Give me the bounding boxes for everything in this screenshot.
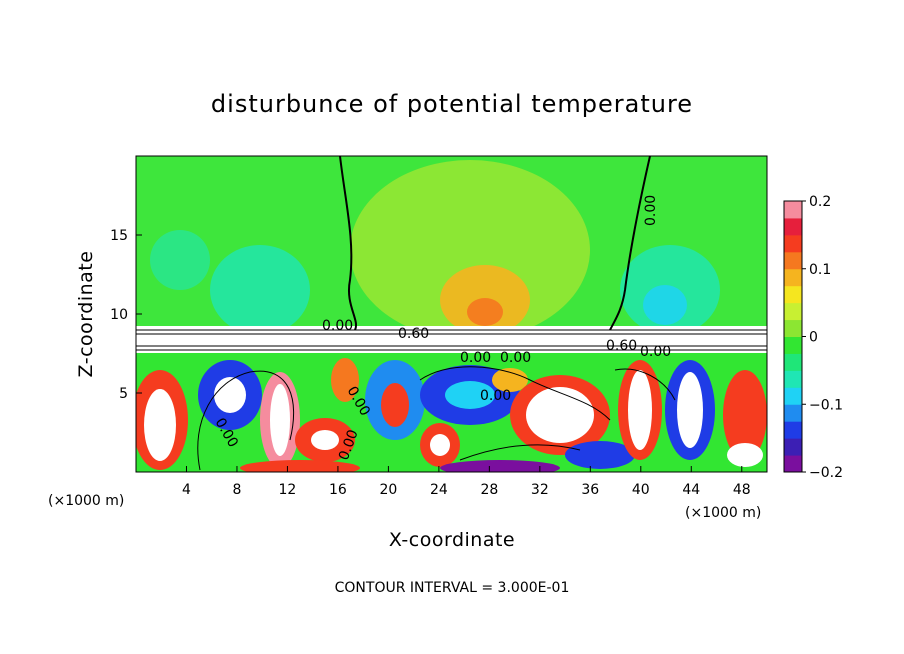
x-tick-label: 44 xyxy=(682,482,700,498)
field-cool-anomaly-far-left xyxy=(150,230,210,290)
x-tick-label: 12 xyxy=(279,482,297,498)
x-tick-label: 24 xyxy=(430,482,448,498)
colorbar-swatch xyxy=(784,353,802,371)
x-tick-label: 32 xyxy=(531,482,549,498)
colorbar-swatch xyxy=(784,336,802,354)
x-tick-label: 36 xyxy=(581,482,599,498)
tropopause-contours xyxy=(136,329,767,351)
field-warm-anomaly xyxy=(350,160,590,340)
y-axis-label: Z-coordinate xyxy=(75,251,97,378)
colorbar-swatch xyxy=(784,285,802,304)
x-axis-unit-right: (×1000 m) xyxy=(685,505,761,521)
field-lower-blobs xyxy=(136,358,767,472)
contour-label: 0.00 xyxy=(480,388,511,404)
contour-label: 0.00 xyxy=(322,318,353,334)
contour-label: 0.00 xyxy=(640,344,671,360)
colorbar-swatch xyxy=(784,438,802,456)
colorbar: 0.2 0.1 0 −0.1 −0.2 xyxy=(783,194,843,481)
colorbar-swatch xyxy=(784,201,802,219)
colorbar-tick-label: 0.1 xyxy=(809,262,831,278)
plot-area: 0.00 0.00 0.60 0.60 0.00 0.00 0.00 0.00 … xyxy=(135,155,768,473)
x-axis-unit-left: (×1000 m) xyxy=(48,493,124,509)
y-axis-ticks: 5 10 15 xyxy=(110,228,142,402)
x-tick-label: 4 xyxy=(182,482,191,498)
contour-label: 0.00 xyxy=(643,195,659,226)
colorbar-swatch xyxy=(784,370,802,388)
chart-title: disturbunce of potential temperature xyxy=(211,90,693,118)
colorbar-swatch xyxy=(784,251,802,270)
field-cool-anomaly-right-core xyxy=(643,285,687,325)
colorbar-swatch xyxy=(784,319,802,337)
field-cool-anomaly-left xyxy=(210,245,310,335)
contour-interval-footer: CONTOUR INTERVAL = 3.000E-01 xyxy=(335,580,570,596)
field-warm-peak xyxy=(467,298,503,326)
colorbar-tick-label: −0.1 xyxy=(809,397,843,413)
y-tick-label: 15 xyxy=(110,228,128,244)
colorbar-tick-label: −0.2 xyxy=(809,465,843,481)
colorbar-swatch xyxy=(784,404,802,422)
x-tick-label: 8 xyxy=(232,482,241,498)
x-tick-label: 16 xyxy=(329,482,347,498)
x-tick-label: 48 xyxy=(733,482,751,498)
contour-label: 0.60 xyxy=(606,338,637,354)
colorbar-tick-label: 0.2 xyxy=(809,194,831,210)
colorbar-swatch xyxy=(784,268,802,287)
colorbar-swatch xyxy=(784,421,802,439)
colorbar-swatch xyxy=(784,217,802,236)
x-axis-ticks: 4 8 12 16 20 24 28 32 36 40 44 48 xyxy=(182,466,751,498)
y-tick-label: 10 xyxy=(110,307,128,323)
colorbar-swatch xyxy=(784,455,802,473)
x-tick-label: 40 xyxy=(632,482,650,498)
colorbar-swatch xyxy=(784,387,802,405)
thin-contours xyxy=(197,366,676,471)
x-tick-label: 20 xyxy=(379,482,397,498)
y-tick-label: 5 xyxy=(119,386,128,402)
colorbar-swatch xyxy=(784,302,802,321)
x-tick-label: 28 xyxy=(480,482,498,498)
x-axis-label: X-coordinate xyxy=(389,529,515,551)
colorbar-tick-label: 0 xyxy=(809,330,818,346)
contour-label: 0.60 xyxy=(398,326,429,342)
contour-label: 0.00 xyxy=(500,350,531,366)
zero-contours xyxy=(339,156,651,331)
colorbar-swatch xyxy=(784,234,802,253)
contour-label: 0.00 xyxy=(460,350,491,366)
